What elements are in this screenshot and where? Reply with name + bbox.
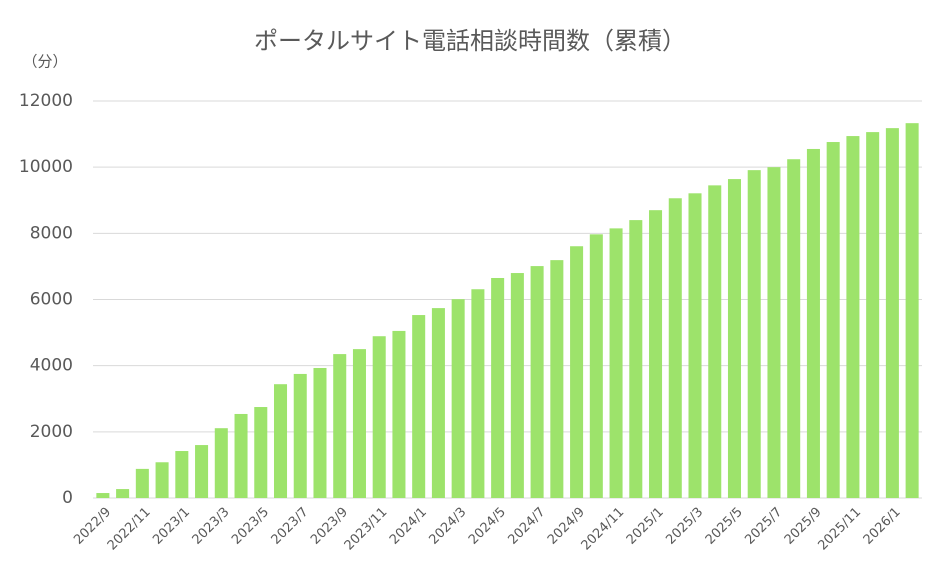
- bar: [234, 413, 248, 498]
- bar: [550, 260, 564, 498]
- bar: [649, 210, 663, 499]
- bar: [96, 493, 110, 498]
- x-tick-label: 2024/7: [505, 505, 548, 548]
- y-unit: （分）: [22, 53, 67, 71]
- bar: [471, 289, 485, 498]
- x-tick-label: 2023/3: [190, 505, 233, 548]
- x-tick-label: 2024/5: [466, 505, 509, 548]
- y-tick-label: 12000: [19, 91, 73, 111]
- bar: [787, 159, 801, 498]
- bar: [885, 128, 899, 498]
- y-tick-label: 6000: [30, 290, 73, 310]
- bar: [668, 198, 682, 498]
- bar: [609, 228, 623, 498]
- bar: [333, 354, 347, 498]
- bar: [589, 234, 603, 498]
- bar: [451, 299, 465, 498]
- bar: [629, 220, 643, 498]
- bar: [214, 428, 228, 498]
- x-tick-label: 2025/11: [815, 505, 864, 554]
- bar: [135, 468, 149, 498]
- x-tick-label: 2023/11: [342, 505, 391, 554]
- bar: [826, 142, 840, 499]
- bar: [313, 367, 327, 498]
- bar: [372, 336, 386, 498]
- bar: [846, 136, 860, 498]
- x-tick-label: 2025/7: [742, 505, 785, 548]
- bar: [254, 407, 268, 498]
- bar: [293, 373, 307, 498]
- x-tick-label: 2024/1: [387, 505, 430, 548]
- bar: [530, 266, 544, 498]
- bar: [431, 308, 445, 498]
- x-tick-label: 2025/3: [663, 505, 706, 548]
- bar: [175, 451, 189, 498]
- x-tick-label: 2024/11: [579, 505, 628, 554]
- bar: [866, 132, 880, 498]
- x-tick-label: 2025/1: [624, 505, 667, 548]
- bar: [806, 148, 820, 499]
- bar: [767, 167, 781, 498]
- x-tick-label: 2022/11: [105, 505, 154, 554]
- bar: [727, 179, 742, 498]
- bar: [352, 349, 366, 498]
- y-tick-label: 10000: [19, 157, 73, 177]
- y-tick-label: 0: [62, 488, 73, 508]
- x-tick-label: 2023/5: [229, 505, 272, 548]
- bar: [688, 193, 702, 499]
- bar: [491, 277, 505, 498]
- bar: [905, 123, 919, 498]
- x-tick-label: 2023/7: [269, 505, 312, 548]
- bar: [273, 384, 288, 498]
- x-tick-label: 2024/3: [427, 505, 470, 548]
- bar: [155, 462, 169, 498]
- bar: [510, 273, 524, 498]
- bar: [708, 185, 722, 499]
- chart-title: ポータルサイト電話相談時間数（累積）: [254, 27, 686, 55]
- bar: [392, 330, 406, 498]
- bar: [570, 246, 584, 498]
- bar: [195, 445, 209, 498]
- bar: [116, 489, 130, 498]
- x-tick-label: 2026/1: [861, 505, 904, 548]
- y-tick-label: 8000: [30, 223, 73, 243]
- x-tick-label: 2025/5: [703, 505, 746, 548]
- y-tick-label: 4000: [30, 356, 73, 376]
- x-tick-label: 2023/1: [150, 505, 193, 548]
- bar: [412, 315, 426, 498]
- bar: [747, 170, 761, 498]
- y-tick-label: 2000: [30, 422, 73, 442]
